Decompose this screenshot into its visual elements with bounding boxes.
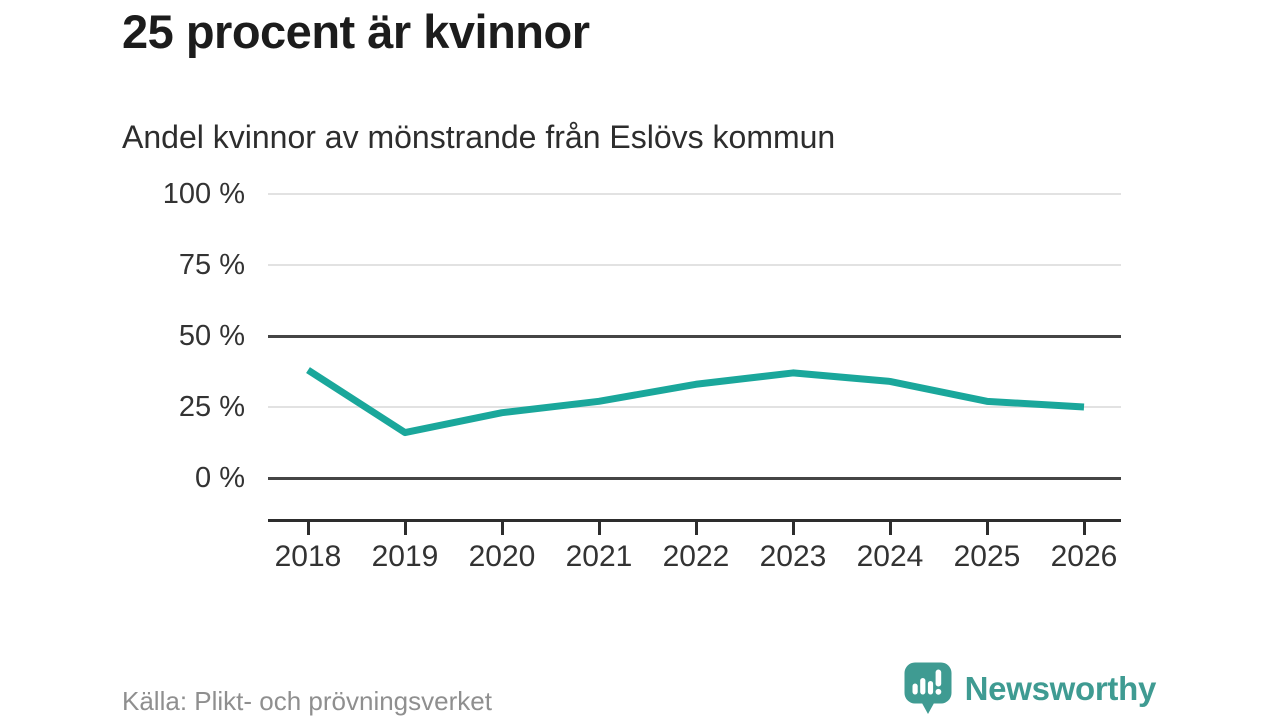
y-tick-label: 100 % <box>162 178 245 210</box>
x-tick <box>1082 519 1086 535</box>
gridline-100 <box>268 193 1121 195</box>
y-tick-label: 50 % <box>178 320 245 352</box>
x-tick <box>403 519 407 535</box>
brand-name: Newsworthy <box>964 669 1157 707</box>
page-title: 25 procent är kvinnor <box>122 5 590 58</box>
x-tick <box>306 519 310 535</box>
x-tick-label: 2025 <box>953 540 1021 573</box>
chart-subtitle: Andel kvinnor av mönstrande från Eslövs … <box>122 119 836 155</box>
x-tick-label: 2021 <box>565 540 633 573</box>
x-tick <box>597 519 601 535</box>
series-line <box>306 367 1085 437</box>
brand-logo: Newsworthy <box>904 662 1156 715</box>
newsworthy-logo-icon <box>904 662 952 714</box>
x-tick-label: 2026 <box>1050 540 1118 573</box>
gridline-0 <box>268 476 1121 480</box>
x-tick-label: 2018 <box>274 540 342 573</box>
x-tick <box>791 519 795 535</box>
gridline-25 <box>268 406 1121 408</box>
gridline-50 <box>268 334 1121 338</box>
x-tick-label: 2024 <box>856 540 924 573</box>
x-tick-label: 2019 <box>371 540 439 573</box>
gridline-75 <box>268 264 1121 266</box>
x-tick-label: 2023 <box>759 540 827 573</box>
x-tick <box>985 519 989 535</box>
y-tick-label: 25 % <box>178 391 245 423</box>
x-tick-label: 2022 <box>662 540 730 573</box>
x-tick <box>694 519 698 535</box>
x-tick <box>888 519 892 535</box>
x-tick-label: 2020 <box>468 540 536 573</box>
x-tick <box>500 519 504 535</box>
y-tick-label: 75 % <box>178 249 245 281</box>
source-note: Källa: Plikt- och prövningsverket <box>122 686 492 716</box>
y-tick-label: 0 % <box>195 462 245 494</box>
